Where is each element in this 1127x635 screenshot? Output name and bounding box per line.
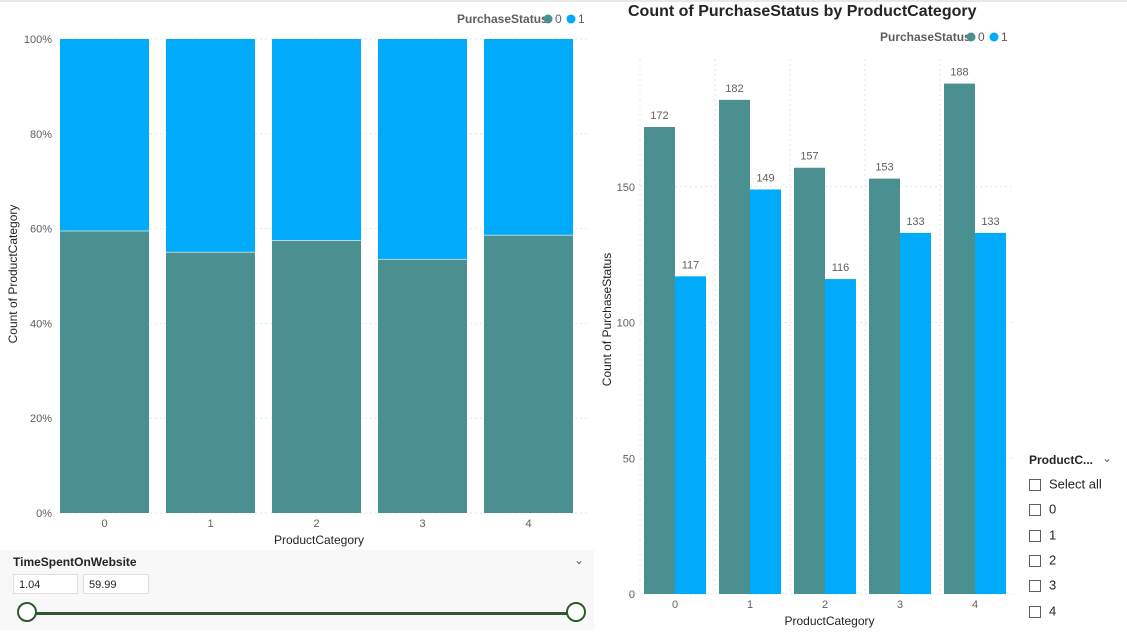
bar-status-0-cat-2 bbox=[272, 240, 361, 513]
bar-status-0-cat-0 bbox=[644, 127, 675, 595]
data-label: 172 bbox=[650, 110, 668, 122]
slicer-item-3[interactable]: 3 bbox=[1029, 577, 1056, 597]
chevron-down-icon[interactable]: ⌄ bbox=[1102, 451, 1113, 465]
legend-marker-1 bbox=[989, 32, 999, 42]
slicer-item-0[interactable]: 0 bbox=[1029, 501, 1056, 521]
chart-title: Count of PurchaseStatus by ProductCatego… bbox=[628, 3, 977, 20]
slider-min-handle[interactable] bbox=[17, 602, 37, 622]
x-tick-label: 0 bbox=[672, 599, 678, 611]
time-slicer-title: TimeSpentOnWebsite bbox=[13, 555, 137, 569]
legend-label-0: 0 bbox=[555, 12, 562, 26]
product-category-slicer: ProductC... ⌄ Select all 0 1 2 3 4 bbox=[1025, 445, 1127, 630]
y-tick-label: 100 bbox=[617, 318, 635, 330]
y-tick-label: 20% bbox=[30, 413, 52, 425]
bar-status-1-cat-2 bbox=[825, 279, 856, 594]
checkbox-icon[interactable] bbox=[1029, 554, 1041, 567]
bar-status-1-cat-0 bbox=[60, 39, 149, 231]
y-tick-label: 40% bbox=[30, 318, 52, 330]
bar-status-1-cat-3 bbox=[900, 232, 931, 594]
bar-status-1-cat-2 bbox=[272, 39, 361, 241]
data-label: 153 bbox=[875, 162, 893, 174]
slicer-item-4[interactable]: 4 bbox=[1029, 603, 1056, 623]
bar-status-0-cat-3 bbox=[378, 259, 467, 513]
checkbox-icon[interactable] bbox=[1029, 605, 1041, 618]
bar-status-0-cat-1 bbox=[166, 252, 255, 514]
y-tick-label: 50 bbox=[623, 453, 635, 465]
bar-status-0-cat-1 bbox=[719, 99, 750, 595]
data-label: 157 bbox=[800, 151, 818, 163]
range-min-input[interactable]: 1.04 bbox=[13, 574, 78, 594]
bar-status-1-cat-4 bbox=[975, 232, 1006, 594]
checkbox-icon[interactable] bbox=[1029, 579, 1041, 592]
legend-marker-0 bbox=[543, 14, 553, 24]
data-label: 133 bbox=[981, 216, 999, 228]
legend-label-1: 1 bbox=[1001, 30, 1008, 44]
y-tick-label: 60% bbox=[30, 224, 52, 236]
bar-status-1-cat-1 bbox=[750, 189, 781, 594]
data-label: 188 bbox=[950, 67, 968, 79]
slicer-item-2[interactable]: 2 bbox=[1029, 552, 1056, 572]
y-tick-label: 100% bbox=[24, 34, 52, 46]
y-tick-label: 0 bbox=[629, 589, 635, 601]
y-tick-label: 0% bbox=[36, 508, 52, 520]
x-tick-label: 2 bbox=[822, 599, 828, 611]
clustered-bar-chart: Count of PurchaseStatus by ProductCatego… bbox=[597, 0, 1027, 630]
slider-max-handle[interactable] bbox=[566, 602, 586, 622]
data-label: 149 bbox=[756, 172, 774, 184]
stacked-percent-bar-chart: PurchaseStatus 0 1 0% 20% 40% 60% 80% 100% 0 1 2 3 4 P… bbox=[0, 0, 600, 550]
x-tick-label: 2 bbox=[313, 518, 319, 530]
chevron-down-icon[interactable]: ⌄ bbox=[573, 553, 584, 567]
x-tick-label: 0 bbox=[101, 518, 107, 530]
x-tick-label: 4 bbox=[972, 599, 978, 611]
slider-track[interactable] bbox=[27, 612, 576, 615]
y-tick-label: 150 bbox=[617, 182, 635, 194]
checkbox-icon[interactable] bbox=[1029, 478, 1041, 491]
top-border bbox=[0, 0, 1127, 2]
stacked-chart-svg: PurchaseStatus 0 1 0% 20% 40% 60% 80% 100% 0 1 2 3 4 P… bbox=[6, 12, 590, 547]
data-label: 182 bbox=[725, 83, 743, 95]
checkbox-icon[interactable] bbox=[1029, 503, 1041, 516]
x-axis-title: ProductCategory bbox=[784, 614, 874, 628]
bar-status-0-cat-0 bbox=[60, 230, 149, 513]
x-tick-label: 4 bbox=[525, 518, 531, 530]
bar-status-0-cat-2 bbox=[794, 167, 825, 594]
bar-status-0-cat-4 bbox=[944, 83, 975, 594]
legend-label-0: 0 bbox=[978, 30, 985, 44]
category-slicer-title: ProductC... bbox=[1029, 453, 1094, 467]
x-tick-label: 3 bbox=[419, 518, 425, 530]
y-tick-label: 80% bbox=[30, 129, 52, 141]
legend-title: PurchaseStatus bbox=[457, 12, 548, 26]
bar-status-1-cat-3 bbox=[378, 39, 467, 260]
bar-status-0-cat-4 bbox=[484, 235, 573, 513]
slicer-item-1[interactable]: 1 bbox=[1029, 527, 1056, 547]
bar-status-1-cat-0 bbox=[675, 276, 706, 594]
x-tick-label: 3 bbox=[897, 599, 903, 611]
range-max-input[interactable]: 59.99 bbox=[83, 574, 149, 594]
legend-marker-0 bbox=[966, 32, 976, 42]
x-axis-title: ProductCategory bbox=[274, 533, 364, 547]
x-tick-label: 1 bbox=[207, 518, 213, 530]
slicer-item-select-all[interactable]: Select all bbox=[1029, 476, 1102, 496]
time-spent-slicer[interactable]: TimeSpentOnWebsite ⌄ 1.04 59.99 bbox=[0, 550, 594, 630]
data-label: 133 bbox=[906, 216, 924, 228]
legend-title: PurchaseStatus bbox=[880, 30, 971, 44]
data-label: 117 bbox=[682, 259, 700, 271]
y-axis-title: Count of ProductCategory bbox=[6, 205, 20, 344]
legend-marker-1 bbox=[566, 14, 576, 24]
bar-status-1-cat-4 bbox=[484, 39, 573, 236]
bar-status-0-cat-3 bbox=[869, 178, 900, 595]
clustered-chart-svg: Count of PurchaseStatus by ProductCatego… bbox=[600, 3, 1015, 628]
y-axis-title: Count of PurchaseStatus bbox=[600, 253, 614, 386]
legend-label-1: 1 bbox=[578, 12, 585, 26]
bar-status-1-cat-1 bbox=[166, 39, 255, 253]
data-label: 116 bbox=[832, 262, 850, 274]
x-tick-label: 1 bbox=[747, 599, 753, 611]
checkbox-icon[interactable] bbox=[1029, 529, 1041, 542]
